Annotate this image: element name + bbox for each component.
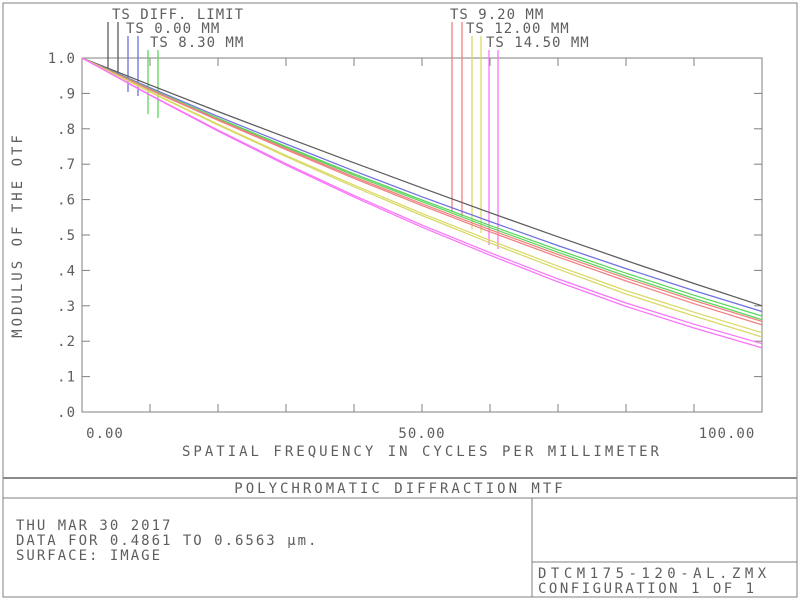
legend-label: TS 0.00 MM xyxy=(126,21,220,37)
mtf-curve xyxy=(81,57,763,317)
legend-label: TS DIFF. LIMIT xyxy=(112,7,244,23)
legend-label: TS 8.30 MM xyxy=(150,35,244,51)
y-axis-title: MODULUS OF THE OTF xyxy=(10,132,26,338)
y-tick-label: .1 xyxy=(57,370,76,386)
legend-label: TS 9.20 MM xyxy=(450,7,544,23)
legend-droplines xyxy=(107,22,499,249)
mtf-curve-sagittal xyxy=(81,57,763,326)
y-tick-label: .2 xyxy=(57,334,76,350)
mtf-curve xyxy=(81,57,763,345)
mtf-curve xyxy=(81,57,763,313)
legend-label: TS 14.50 MM xyxy=(486,35,590,51)
wavelength-range-text: DATA FOR 0.4861 TO 0.6563 µm. xyxy=(16,533,318,549)
plot-box xyxy=(81,57,763,413)
mtf-curve-sagittal xyxy=(81,57,763,349)
mtf-curves xyxy=(81,57,763,349)
mtf-curve xyxy=(81,57,763,334)
surface-text: SURFACE: IMAGE xyxy=(16,548,162,564)
tick-labels: 0.00 50.00 100.00 1.0 .9 .8 .7 .6 .5 .4 .3 .2 .1 .0 xyxy=(48,51,756,442)
x-tick-label: 100.00 xyxy=(699,426,756,442)
date-text: THU MAR 30 2017 xyxy=(16,518,172,534)
y-tick-label: 1.0 xyxy=(48,51,76,67)
legend-label: TS 12.00 MM xyxy=(466,21,570,37)
mtf-curve-sagittal xyxy=(81,57,763,338)
y-tick-label: .6 xyxy=(57,193,76,209)
mtf-curve xyxy=(81,57,763,307)
mtf-curve-sagittal xyxy=(81,57,763,321)
configuration-text: CONFIGURATION 1 OF 1 xyxy=(538,581,757,597)
x-axis-title: SPATIAL FREQUENCY IN CYCLES PER MILLIMET… xyxy=(182,444,662,460)
y-tick-label: .9 xyxy=(57,86,76,102)
x-tick-label: 0.00 xyxy=(86,426,124,442)
y-tick-label: .5 xyxy=(57,228,76,244)
y-tick-label: .3 xyxy=(57,299,76,315)
footer-panel: POLYCHROMATIC DIFFRACTION MTF THU MAR 30… xyxy=(3,477,797,597)
x-tick-label: 50.00 xyxy=(398,426,445,442)
y-tick-label: .7 xyxy=(57,157,76,173)
lens-file-name: DTCM175-120-AL.ZMX xyxy=(538,566,771,582)
axis-ticks xyxy=(81,57,763,413)
y-tick-label: .4 xyxy=(57,263,76,279)
y-tick-label: .8 xyxy=(57,122,76,138)
plot-area: 0.00 50.00 100.00 1.0 .9 .8 .7 .6 .5 .4 .3 .2 .1 .0 T… xyxy=(10,7,763,460)
mtf-curve xyxy=(81,57,763,322)
chart-title: POLYCHROMATIC DIFFRACTION MTF xyxy=(234,481,565,497)
y-tick-label: .0 xyxy=(57,405,76,421)
